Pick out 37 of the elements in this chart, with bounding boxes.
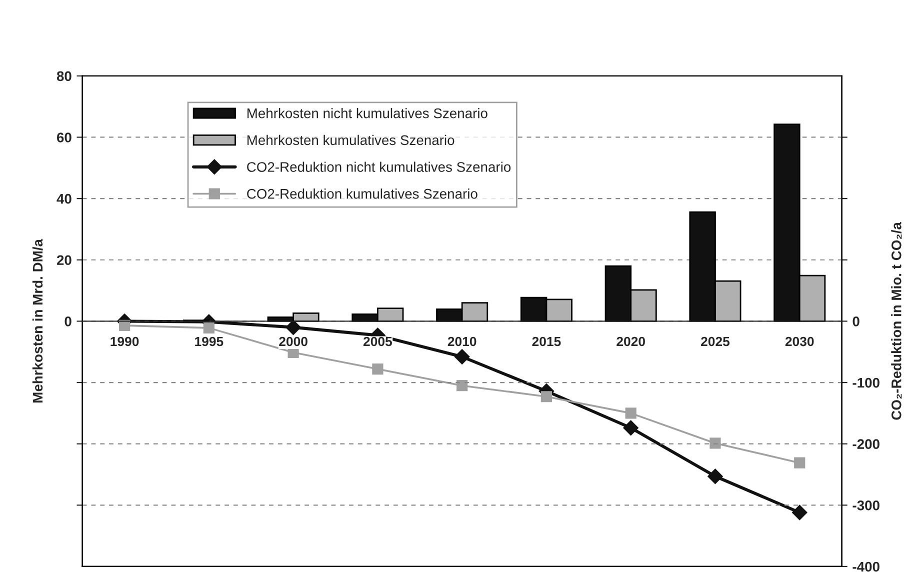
point bbox=[710, 438, 721, 449]
legend-label: CO2-Reduktion kumulatives Szenario bbox=[247, 188, 478, 199]
y-axis-title: Mehrkosten in Mrd. DM/a bbox=[32, 238, 43, 402]
x-tick-label: 2025 bbox=[701, 336, 730, 346]
y2-axis-title: CO₂-Reduktion in Mio. t CO₂/a bbox=[891, 222, 902, 420]
y-tick-label: 60 bbox=[56, 132, 72, 142]
point bbox=[625, 408, 636, 419]
y2-tick-label: -200 bbox=[852, 439, 880, 450]
x-tick-label: 2005 bbox=[363, 336, 392, 346]
x-tick-label: 1995 bbox=[195, 336, 224, 346]
x-tick-label: 2015 bbox=[532, 336, 561, 346]
point bbox=[794, 457, 806, 468]
x-tick-label: 2020 bbox=[616, 336, 645, 346]
point bbox=[623, 420, 638, 436]
y-tick-label: 40 bbox=[56, 194, 72, 204]
point bbox=[372, 363, 384, 375]
y2-tick-label: -100 bbox=[852, 378, 880, 388]
x-tick-label: 2000 bbox=[279, 336, 308, 346]
point bbox=[203, 322, 214, 334]
y2-tick-label: -300 bbox=[852, 500, 880, 510]
legend-label: Mehrkosten kumulatives Szenario bbox=[247, 134, 454, 146]
point bbox=[286, 320, 301, 335]
legend-label: CO2-Reduktion nicht kumulatives Szenario bbox=[247, 162, 511, 172]
point bbox=[792, 504, 808, 520]
point bbox=[708, 468, 723, 484]
legend-label: Mehrkosten nicht kumulatives Szenario bbox=[247, 108, 488, 118]
x-tick-label: 2030 bbox=[785, 336, 814, 346]
y-tick-label: 80 bbox=[56, 71, 72, 82]
x-tick-label: 2010 bbox=[448, 336, 476, 346]
y2-tick-label: 0 bbox=[852, 316, 860, 326]
y-tick-label: 20 bbox=[56, 255, 72, 266]
x-tick-label: 1990 bbox=[110, 336, 139, 346]
point bbox=[456, 380, 468, 392]
point bbox=[540, 391, 552, 402]
y-tick-label: 0 bbox=[64, 316, 72, 326]
y2-tick-label: -400 bbox=[852, 562, 880, 572]
point bbox=[454, 349, 470, 364]
